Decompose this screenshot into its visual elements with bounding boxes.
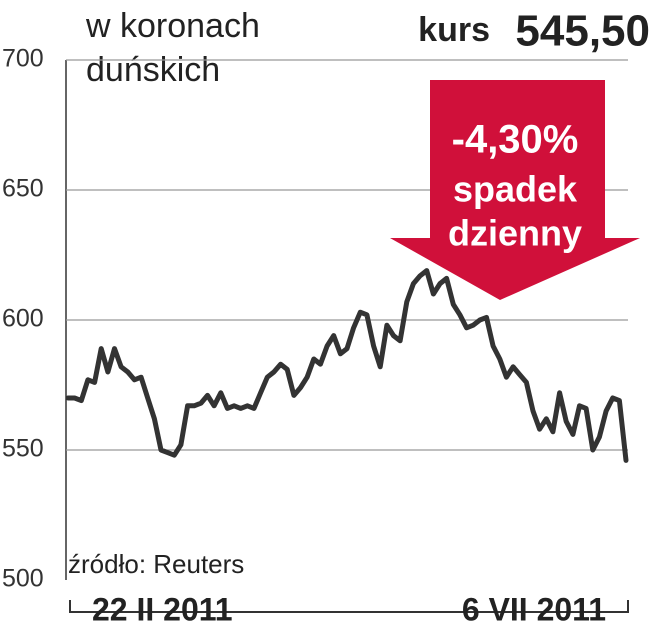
y-tick-label: 600 (2, 305, 44, 333)
price-line (65, 268, 629, 463)
grid: 500 550 600 650 700 22 II 2011 6 VII 2011 (2, 45, 628, 627)
change-text-1: spadek (453, 169, 578, 210)
unit-label-line-1: w koronach (85, 7, 260, 45)
price-label: kurs (418, 11, 490, 49)
price-value: 545,50 (515, 7, 650, 56)
change-value: -4,30% (452, 118, 579, 162)
y-tick-label: 550 (2, 435, 44, 463)
y-tick-label: 700 (2, 45, 44, 73)
source: źródło: Reuters (68, 549, 244, 579)
x-tick-label: 22 II 2011 (92, 591, 233, 627)
y-tick-label: 650 (2, 175, 44, 203)
plot (65, 268, 629, 463)
change-arrow (390, 80, 640, 300)
y-tick-label: 500 (2, 565, 44, 593)
x-tick-label: 6 VII 2011 (462, 591, 606, 627)
unit-label-line-2: duńskich (86, 51, 220, 89)
x-axis-bracket (69, 600, 629, 613)
change-text-2: dzienny (448, 213, 582, 254)
